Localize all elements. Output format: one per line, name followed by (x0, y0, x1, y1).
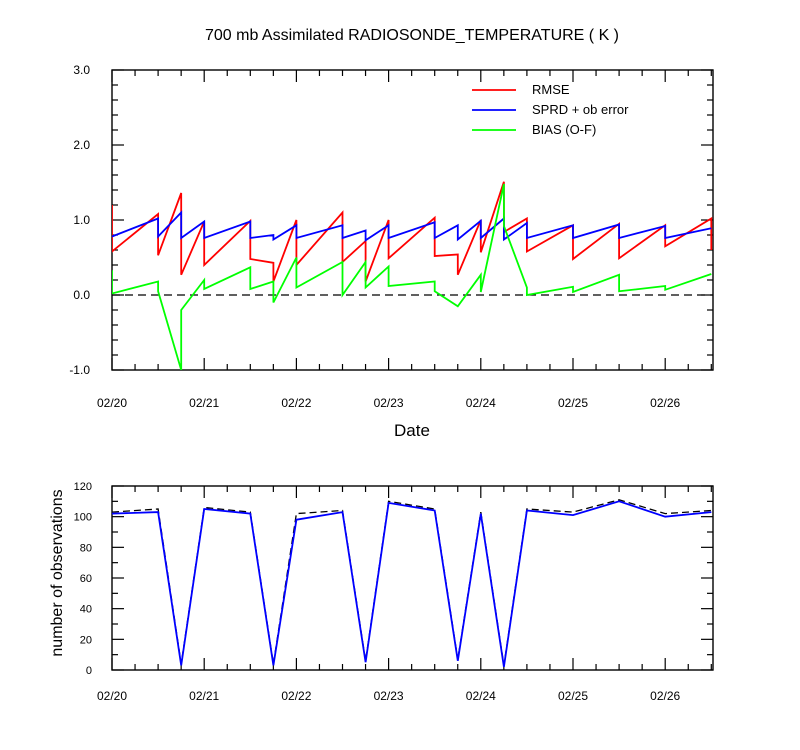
bottom-ytick-label: 0 (86, 665, 92, 677)
series-line-bias-o-f (112, 183, 712, 370)
top-xtick-label: 02/24 (466, 396, 496, 410)
legend-label-bias-o-f: BIAS (O-F) (532, 122, 596, 137)
x-axis-label: Date (394, 421, 430, 440)
bottom-xtick-label: 02/23 (374, 689, 404, 703)
bottom-ytick-label: 100 (74, 512, 92, 524)
bottom-ytick-label: 20 (80, 634, 92, 646)
top-xtick-label: 02/20 (97, 396, 127, 410)
top-xtick-label: 02/25 (558, 396, 588, 410)
top-xtick-label: 02/26 (650, 396, 680, 410)
top-ytick-label: -1.0 (69, 363, 90, 377)
chart-title: 700 mb Assimilated RADIOSONDE_TEMPERATUR… (205, 27, 619, 44)
bottom-ytick-label: 120 (74, 481, 92, 493)
top-ytick-label: 1.0 (73, 213, 90, 227)
series-line-sprd-ob-error (112, 210, 712, 242)
legend-label-sprd-ob-error: SPRD + ob error (532, 102, 629, 117)
legend-label-rmse: RMSE (532, 82, 570, 97)
observations-line-solid (112, 500, 712, 668)
observations-line-dashed (112, 499, 712, 666)
top-xtick-label: 02/22 (281, 396, 311, 410)
series-line-rmse (112, 181, 713, 282)
bottom-xtick-label: 02/21 (189, 689, 219, 703)
top-ytick-label: 3.0 (73, 63, 90, 77)
bottom-ytick-label: 60 (80, 573, 92, 585)
bottom-ytick-label: 40 (80, 604, 92, 616)
top-ytick-label: 0.0 (73, 288, 90, 302)
bottom-ytick-label: 80 (80, 542, 92, 554)
bottom-xtick-label: 02/26 (650, 689, 680, 703)
bottom-xtick-label: 02/24 (466, 689, 496, 703)
top-xtick-label: 02/23 (374, 396, 404, 410)
bottom-xtick-label: 02/20 (97, 689, 127, 703)
bottom-xtick-label: 02/22 (281, 689, 311, 703)
top-ytick-label: 2.0 (73, 138, 90, 152)
bottom-plot-frame (111, 485, 714, 671)
y-axis-label-observations: number of observations (49, 489, 66, 656)
top-xtick-label: 02/21 (189, 396, 219, 410)
bottom-xtick-label: 02/25 (558, 689, 588, 703)
